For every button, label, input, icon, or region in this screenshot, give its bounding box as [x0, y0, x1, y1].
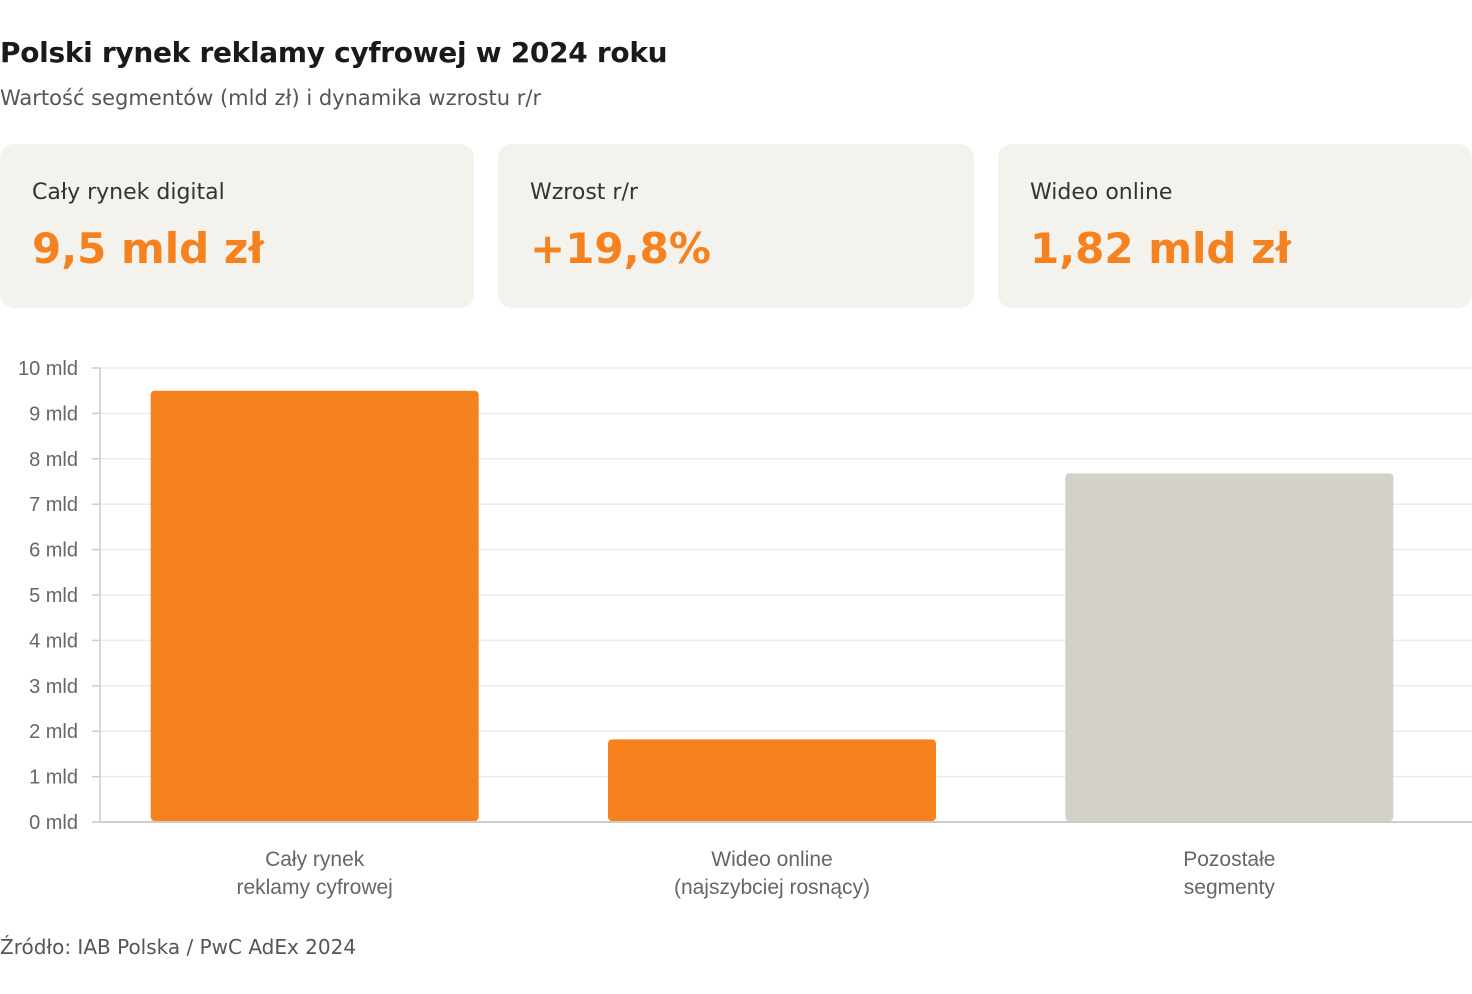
bar	[1065, 473, 1394, 821]
kpi-value: 1,82 mld zł	[1030, 224, 1292, 273]
y-tick-label: 0 mld	[29, 812, 78, 834]
x-tick-label: Wideo online	[711, 848, 832, 871]
y-tick-label: 10 mld	[18, 358, 78, 380]
chart-subtitle: Wartość segmentów (mld zł) i dynamika wz…	[0, 86, 542, 110]
x-tick-label: reklamy cyfrowej	[236, 876, 392, 899]
kpi-label: Cały rynek digital	[32, 180, 225, 205]
y-tick-label: 2 mld	[29, 721, 78, 743]
kpi-card-growth: Wzrost r/r +19,8%	[498, 144, 974, 308]
y-tick-label: 5 mld	[29, 585, 78, 607]
y-tick-label: 9 mld	[29, 403, 78, 425]
y-tick-label: 1 mld	[29, 767, 78, 789]
y-tick-label: 3 mld	[29, 676, 78, 698]
x-tick-label: (najszybciej rosnący)	[674, 876, 870, 899]
bar	[150, 390, 479, 821]
x-tick-label: Cały rynek	[265, 848, 365, 871]
chart-title: Polski rynek reklamy cyfrowej w 2024 rok…	[0, 36, 668, 69]
kpi-value: 9,5 mld zł	[32, 224, 264, 273]
x-tick-label: Pozostałe	[1183, 848, 1275, 871]
kpi-cards: Cały rynek digital 9,5 mld zł Wzrost r/r…	[0, 144, 1472, 308]
y-tick-label: 8 mld	[29, 449, 78, 471]
kpi-value: +19,8%	[530, 224, 711, 273]
x-tick-label: segmenty	[1184, 876, 1276, 899]
kpi-card-video: Wideo online 1,82 mld zł	[998, 144, 1472, 308]
kpi-label: Wideo online	[1030, 180, 1173, 205]
bar	[608, 739, 936, 821]
kpi-card-market: Cały rynek digital 9,5 mld zł	[0, 144, 474, 308]
kpi-label: Wzrost r/r	[530, 180, 638, 205]
bar-chart: 0 mld 1 mld 2 mld 3 mld 4 mld 5 mld 6 mld 7 mld…	[18, 358, 1472, 899]
y-tick-label: 7 mld	[29, 494, 78, 516]
y-tick-label: 4 mld	[29, 630, 78, 652]
y-tick-label: 6 mld	[29, 540, 78, 562]
source-note: Źródło: IAB Polska / PwC AdEx 2024	[0, 935, 357, 959]
